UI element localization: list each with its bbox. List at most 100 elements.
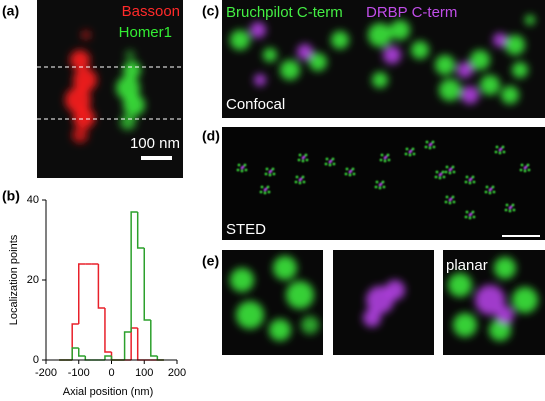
image-content [448, 257, 538, 341]
spot [230, 30, 250, 50]
spot [511, 203, 515, 207]
spot [264, 187, 268, 191]
spot [452, 200, 456, 204]
spot [120, 114, 136, 130]
spot [505, 35, 525, 55]
spot [352, 172, 356, 176]
spot [294, 180, 298, 184]
y-tick-label: 0 [33, 354, 39, 366]
spot [512, 287, 538, 313]
spot [259, 190, 263, 194]
spot [269, 319, 291, 341]
scale-label: 100 nm [130, 135, 180, 152]
panel-label: (c) [202, 3, 219, 19]
spot [383, 159, 387, 163]
spot [125, 50, 135, 60]
spot [387, 158, 391, 162]
panel-label: (e) [202, 253, 219, 269]
spot [81, 30, 91, 40]
spot [273, 256, 297, 280]
spot [442, 175, 446, 179]
spot [250, 22, 266, 38]
spot [240, 169, 244, 173]
spot [405, 147, 409, 151]
spot [445, 165, 449, 169]
spot [449, 197, 453, 201]
spot [408, 153, 412, 157]
spot [123, 61, 141, 79]
spot [269, 169, 273, 173]
spot [411, 41, 429, 59]
spot [526, 163, 530, 167]
spot [424, 145, 428, 149]
spot [385, 280, 405, 300]
spot [378, 186, 382, 190]
spot [280, 60, 300, 80]
spot [439, 79, 461, 101]
x-tick-label: 100 [135, 367, 153, 379]
label: Bruchpilot C-term [226, 4, 343, 21]
spot [472, 180, 476, 184]
spot [324, 162, 328, 166]
spot [272, 172, 276, 176]
spot [465, 210, 469, 214]
spot [65, 87, 91, 113]
spot [441, 170, 445, 174]
spot [381, 180, 385, 184]
spot [469, 212, 473, 216]
x-tick-label: 200 [168, 367, 186, 379]
image-content [363, 280, 405, 327]
spot [464, 180, 468, 184]
spot [431, 140, 435, 144]
spot [472, 215, 476, 219]
spot [505, 203, 509, 207]
spot [524, 165, 528, 169]
spot [448, 171, 452, 175]
image-c [222, 0, 545, 118]
panel-label: (d) [202, 128, 220, 144]
image-a [37, 0, 183, 178]
spot [468, 216, 472, 220]
label: Bassoon [122, 3, 180, 20]
spot [488, 191, 492, 195]
spot [465, 175, 469, 179]
spot [382, 185, 386, 189]
spot [499, 147, 503, 151]
histogram-step [130, 211, 138, 332]
spot [267, 190, 271, 194]
x-tick-label: -200 [35, 367, 57, 379]
panel-label: (a) [2, 3, 19, 19]
spot [502, 150, 506, 154]
image-content [230, 15, 535, 104]
spot [379, 182, 383, 186]
spot [286, 281, 314, 309]
histogram-step [104, 355, 112, 360]
spot [236, 168, 240, 172]
spot [302, 155, 306, 159]
spot [457, 62, 473, 78]
spot [244, 168, 248, 172]
spot [491, 185, 495, 189]
spot [439, 172, 443, 176]
spot [73, 68, 97, 92]
spot [375, 180, 379, 184]
spot [448, 201, 452, 205]
x-tick-label: -100 [68, 367, 90, 379]
spot [363, 309, 381, 327]
spot [527, 168, 531, 172]
spot [383, 46, 401, 64]
spot [471, 175, 475, 179]
image-content [236, 140, 531, 220]
spot [425, 140, 429, 144]
spot [299, 177, 303, 181]
spot [123, 94, 145, 116]
spot [519, 168, 523, 172]
spot [344, 172, 348, 176]
spot [254, 74, 266, 86]
label: DRBP C-term [366, 4, 457, 21]
spot [374, 185, 378, 189]
spot [485, 185, 489, 189]
spot [501, 86, 519, 104]
spot [304, 153, 308, 157]
